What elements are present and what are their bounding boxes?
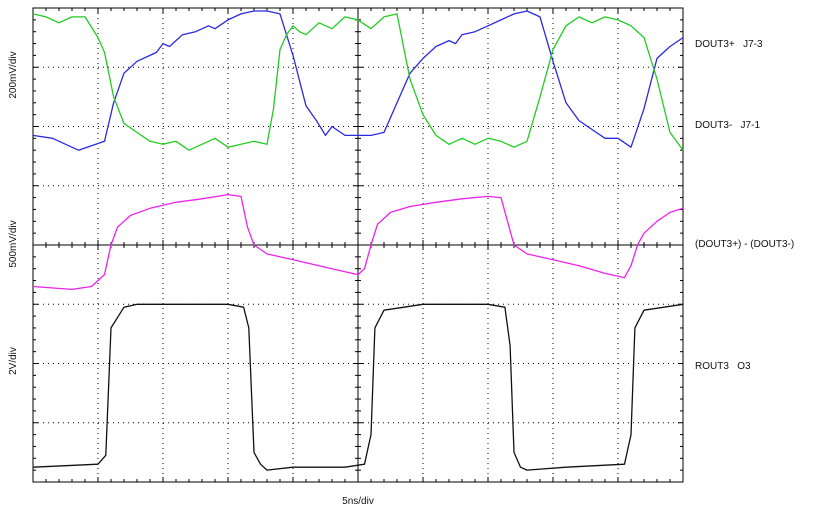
series-label-rout3: ROUT3 O3 (695, 361, 751, 372)
scale-label-bottom: 2V/div (8, 347, 19, 375)
series-label-differential: (DOUT3+) - (DOUT3-) (695, 239, 794, 250)
series-label-dout3-minus: DOUT3- J7-1 (695, 120, 760, 131)
trace-differential (32, 193, 684, 291)
trace-dout3-plus (32, 10, 684, 151)
scale-label-middle: 500mV/div (8, 220, 19, 267)
scale-label-top: 200mV/div (8, 51, 19, 98)
trace-dout3-minus (32, 13, 684, 151)
series-label-dout3-plus: DOUT3+ J7-3 (695, 39, 763, 50)
x-axis-label: 5ns/div (342, 496, 374, 507)
trace-rout3 (32, 303, 684, 471)
traces (32, 10, 684, 471)
grid (32, 7, 684, 483)
